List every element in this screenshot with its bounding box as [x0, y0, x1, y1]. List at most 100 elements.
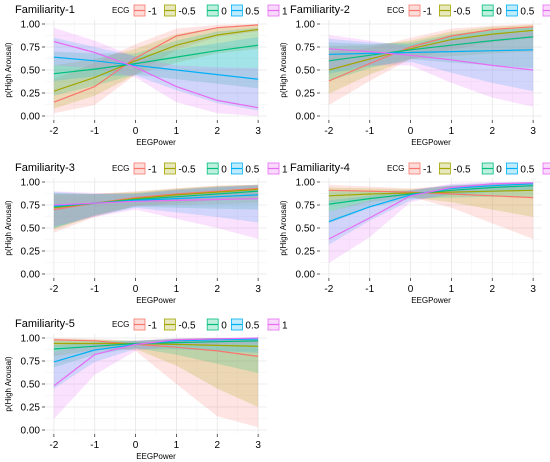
x-tick-label: 1	[449, 284, 455, 295]
y-axis-title: p(High Arousal)	[279, 200, 288, 255]
ribbon-ecg-1	[53, 184, 259, 239]
y-tick-label: 0.00	[21, 270, 41, 281]
series-line-ecg-1	[53, 40, 259, 109]
panel-title: Familiarity-1	[15, 4, 75, 16]
x-tick-label: 2	[214, 126, 220, 137]
legend-label-ecg-0.5: 0.5	[245, 321, 259, 332]
y-tick-label: 0.00	[21, 426, 41, 437]
x-axis-title: EEGPower	[411, 296, 451, 305]
x-axis-title: EEGPower	[136, 452, 176, 461]
x-tick-label: 2	[489, 126, 495, 137]
legend-label-ecg-0: 0	[221, 321, 227, 332]
x-tick-label: -1	[365, 284, 374, 295]
x-tick-label: -2	[324, 126, 333, 137]
ribbon-ecg--0.5	[53, 338, 259, 407]
x-tick-label: 0	[133, 284, 139, 295]
ribbon-ecg-1	[53, 27, 259, 117]
ribbon-ecg--0.5	[53, 24, 259, 109]
y-tick-label: 0.75	[21, 357, 41, 368]
x-tick-label: -1	[365, 126, 374, 137]
x-tick-label: 1	[449, 126, 455, 137]
series-line-ecg-1	[328, 48, 534, 71]
legend-label-ecg--1: -1	[148, 321, 157, 332]
series-line-ecg-0.5	[328, 49, 534, 55]
y-tick-label: 1.00	[21, 334, 41, 345]
legend-label-ecg-0.5: 0.5	[245, 7, 259, 18]
ribbon-ecg-0.5	[53, 185, 259, 228]
legend-label-ecg-0.5: 0.5	[520, 165, 534, 176]
legend-label-ecg--1: -1	[148, 7, 157, 18]
legend-label-ecg--0.5: -0.5	[178, 165, 196, 176]
grid	[45, 334, 267, 434]
x-tick-label: -2	[324, 284, 333, 295]
y-tick-label: 0.50	[296, 224, 316, 235]
ribbon-ecg-0.5	[53, 36, 259, 111]
series-line-ecg--0.5	[53, 28, 259, 92]
legend-title: ECG	[387, 164, 404, 173]
ribbon-ecg-0	[53, 338, 259, 373]
legend-label-ecg--0.5: -0.5	[178, 321, 196, 332]
x-tick-label: 0	[133, 440, 139, 451]
y-tick-label: 1.00	[296, 178, 316, 189]
y-tick-label: 0.50	[296, 66, 316, 77]
ribbon-ecg-1	[53, 338, 259, 419]
y-tick-label: 0.00	[21, 112, 41, 123]
series-line-ecg--0.5	[328, 29, 534, 71]
ribbon-ecg-0	[328, 182, 534, 224]
y-tick-label: 0.50	[21, 66, 41, 77]
grid	[45, 20, 267, 120]
series-line-ecg-0	[328, 36, 534, 62]
ribbon-ecg-0	[328, 26, 534, 81]
panel-title: Familiarity-3	[15, 162, 75, 174]
series-line-ecg--1	[53, 339, 259, 357]
y-tick-label: 1.00	[21, 20, 41, 31]
y-axis-title: p(High Arousal)	[279, 42, 288, 97]
y-axis-title: p(High Arousal)	[4, 42, 13, 97]
legend-label-ecg--1: -1	[423, 7, 432, 18]
legend-title: ECG	[112, 164, 129, 173]
y-tick-label: 0.25	[21, 247, 41, 258]
legend-label-ecg-0: 0	[496, 7, 502, 18]
legend: ECG-1-0.500.51	[387, 162, 550, 176]
legend-label-ecg-0.5: 0.5	[520, 7, 534, 18]
x-axis-title: EEGPower	[136, 138, 176, 147]
y-tick-label: 0.50	[21, 224, 41, 235]
y-axis-title: p(High Arousal)	[4, 356, 13, 411]
x-tick-label: -1	[90, 284, 99, 295]
y-tick-label: 1.00	[21, 178, 41, 189]
ribbon-ecg-0.5	[53, 338, 259, 389]
legend-title: ECG	[387, 6, 404, 15]
y-tick-label: 0.75	[296, 201, 316, 212]
x-tick-label: 1	[174, 440, 180, 451]
grid	[320, 178, 542, 278]
x-tick-label: 2	[214, 284, 220, 295]
legend-label-ecg-0.5: 0.5	[245, 165, 259, 176]
series-line-ecg--1	[53, 24, 259, 103]
series-line-ecg--0.5	[53, 342, 259, 347]
x-tick-label: 0	[408, 126, 414, 137]
x-tick-label: 3	[255, 126, 261, 137]
y-tick-label: 0.50	[21, 380, 41, 391]
legend-label-ecg-0: 0	[221, 165, 227, 176]
series-line-ecg-0	[53, 44, 259, 75]
x-tick-label: -2	[49, 440, 58, 451]
y-tick-label: 0.75	[21, 43, 41, 54]
x-tick-label: 3	[530, 284, 536, 295]
y-tick-label: 0.25	[21, 89, 41, 100]
x-tick-label: 3	[255, 284, 261, 295]
panel-title: Familiarity-5	[15, 318, 75, 330]
y-tick-label: 0.25	[296, 89, 316, 100]
x-tick-label: 1	[174, 284, 180, 295]
y-tick-label: 0.25	[21, 403, 41, 414]
y-tick-label: 0.75	[21, 201, 41, 212]
x-tick-label: 3	[255, 440, 261, 451]
chart-panel-4: 0.000.250.500.751.00-2 -1 0 1 2 3EEGPowerp(Hi…	[279, 162, 550, 305]
legend-label-ecg--1: -1	[423, 165, 432, 176]
ribbon-ecg--1	[53, 338, 259, 428]
legend-title: ECG	[112, 320, 129, 329]
series-line-ecg--1	[328, 26, 534, 82]
